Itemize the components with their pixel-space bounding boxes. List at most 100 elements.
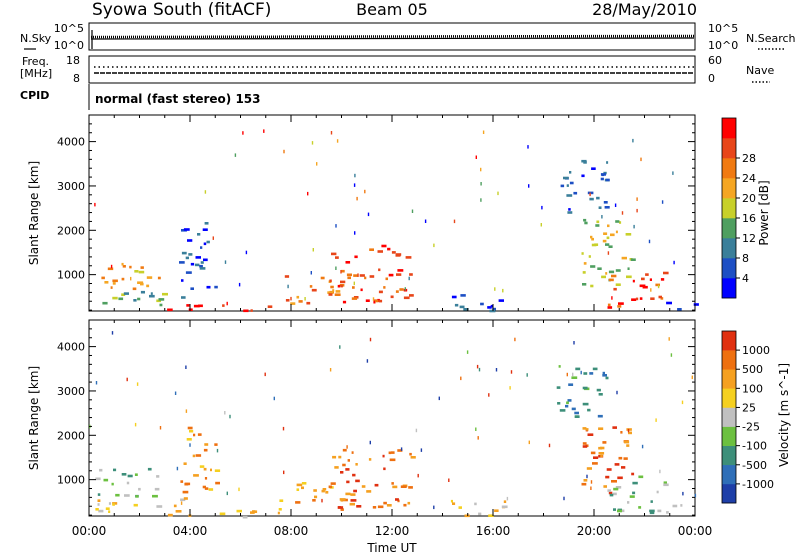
colorbar-swatch	[722, 138, 736, 159]
range-gate-cell	[632, 491, 636, 495]
range-gate-cell	[187, 426, 193, 430]
range-gate-cell	[236, 509, 242, 513]
range-gate-cell	[603, 201, 608, 204]
range-gate-cell	[666, 301, 672, 305]
range-gate-cell	[463, 308, 469, 311]
range-gate-cell	[138, 270, 145, 274]
range-gate-cell	[409, 273, 413, 276]
range-gate-cell	[566, 401, 569, 405]
range-gate-cell	[97, 503, 100, 506]
y-tick-label: 4000	[57, 136, 85, 149]
range-gate-cell	[351, 297, 358, 300]
range-gate-cell	[614, 203, 617, 207]
range-gate-cell	[359, 274, 365, 277]
range-gate-cell	[408, 486, 413, 489]
range-gate-cell	[296, 483, 303, 487]
range-gate-cell	[314, 495, 318, 499]
range-gate-cell	[606, 468, 612, 471]
range-gate-cell	[238, 282, 241, 287]
range-gate-cell	[123, 292, 129, 295]
range-gate-cell	[331, 252, 337, 256]
range-gate-cell	[557, 402, 561, 405]
range-gate-cell	[608, 245, 613, 248]
range-gate-cell	[663, 481, 667, 484]
range-gate-cell	[369, 248, 374, 251]
noise-right-tick-bottom: 10^0	[708, 39, 738, 52]
range-gate-cell	[488, 514, 494, 517]
range-gate-cell	[156, 299, 161, 303]
range-gate-cell	[309, 285, 313, 288]
range-gate-cell	[350, 493, 356, 496]
range-gate-cell	[602, 371, 605, 375]
range-gate-cell	[527, 145, 529, 149]
range-gate-cell	[121, 293, 126, 296]
range-gate-cell	[189, 429, 194, 433]
range-gate-cell	[458, 506, 462, 509]
range-gate-cell	[135, 495, 139, 498]
range-gate-cell	[575, 367, 581, 371]
range-gate-cell	[186, 304, 190, 307]
range-gate-cell	[313, 489, 317, 492]
range-gate-cell	[632, 138, 634, 143]
range-gate-cell	[602, 239, 607, 243]
range-gate-cell	[591, 243, 597, 247]
range-gate-cell	[563, 176, 569, 180]
range-gate-cell	[452, 502, 456, 505]
range-gate-cell	[377, 505, 384, 509]
range-gate-cell	[619, 221, 622, 224]
noise-search-trace	[90, 37, 695, 40]
range-gate-cell	[98, 509, 104, 513]
range-gate-cell	[454, 303, 459, 307]
range-gate-cell	[621, 211, 624, 215]
range-gate-cell	[325, 491, 329, 494]
range-gate-cell	[668, 337, 670, 341]
range-gate-cell	[304, 297, 306, 301]
range-gate-cell	[121, 277, 125, 281]
range-gate-cell	[611, 480, 617, 483]
range-gate-cell	[638, 475, 644, 479]
range-gate-cell	[480, 302, 484, 306]
range-gate-cell	[219, 512, 226, 516]
range-gate-cell	[658, 295, 662, 299]
range-gate-cell	[146, 276, 153, 279]
range-gate-cell	[192, 454, 196, 458]
range-gate-cell	[238, 487, 240, 492]
colorbar-swatch	[722, 158, 736, 179]
range-gate-cell	[107, 267, 114, 271]
range-gate-cell	[480, 167, 482, 172]
range-gate-cell	[283, 149, 285, 154]
range-gate-cell	[586, 474, 588, 479]
range-gate-cell	[347, 276, 351, 280]
range-gate-cell	[650, 500, 653, 503]
beam-title: Beam 05	[356, 0, 428, 19]
range-gate-cell	[548, 443, 551, 448]
range-gate-cell	[582, 445, 588, 448]
range-gate-cell	[498, 299, 504, 302]
range-gate-cell	[190, 287, 194, 290]
range-gate-cell	[618, 456, 623, 460]
range-gate-cell	[118, 297, 124, 301]
range-gate-cell	[397, 449, 403, 452]
range-gate-cell	[94, 202, 96, 207]
range-gate-cell	[224, 411, 226, 415]
freq-left-tick-bottom: 8	[73, 72, 80, 85]
range-gate-cell	[691, 375, 693, 380]
range-gate-cell	[137, 297, 141, 301]
range-gate-cell	[438, 396, 440, 401]
range-gate-cell	[390, 451, 395, 454]
range-gate-cell	[335, 266, 337, 270]
range-gate-cell	[598, 452, 605, 455]
range-gate-cell	[506, 496, 509, 501]
range-gate-cell	[605, 243, 610, 246]
range-gate-cell	[181, 251, 187, 255]
range-gate-cell	[368, 458, 372, 461]
colorbar-tick-label: 20	[742, 192, 756, 205]
range-gate-cell	[645, 273, 649, 276]
range-gate-cell	[617, 305, 622, 308]
range-gate-cell	[590, 451, 596, 455]
range-gate-cell	[377, 298, 380, 302]
range-gate-cell	[567, 211, 573, 214]
range-gate-cell	[608, 278, 614, 282]
range-gate-cell	[407, 501, 411, 505]
range-gate-cell	[464, 514, 470, 518]
